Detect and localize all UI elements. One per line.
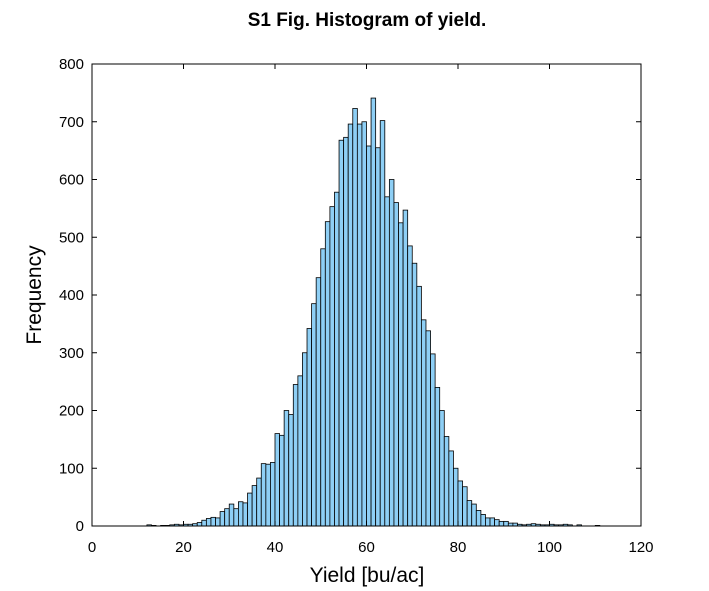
histogram-bar	[361, 121, 367, 527]
histogram-bar	[329, 206, 335, 527]
histogram-bar	[498, 520, 505, 527]
histogram-bar	[434, 386, 441, 527]
histogram-bar	[475, 510, 482, 527]
histogram-bar	[228, 503, 235, 527]
histogram-bar	[265, 463, 271, 527]
histogram-bar	[210, 516, 216, 527]
histogram-bar	[398, 222, 404, 527]
histogram-bar	[338, 139, 345, 527]
histogram-bar	[283, 410, 290, 527]
histogram-bar	[480, 514, 486, 527]
histogram-bar	[334, 191, 340, 527]
histogram-bar	[402, 209, 409, 527]
histogram-bar	[219, 511, 226, 527]
histogram-bar	[233, 508, 239, 527]
histogram-bar	[215, 517, 221, 527]
histogram-bar	[274, 433, 280, 527]
histogram-bar	[420, 319, 427, 527]
histogram-bar	[224, 508, 230, 527]
histogram-bar	[352, 108, 358, 527]
histogram-bar	[302, 352, 308, 527]
histogram-bar	[388, 179, 395, 527]
histogram-bar	[448, 450, 454, 527]
y-tick-label: 700	[59, 114, 84, 131]
histogram-bar	[416, 285, 422, 527]
y-axis-label: Frequency	[23, 245, 46, 345]
histogram-bar	[320, 248, 326, 527]
x-tick-label: 20	[175, 539, 192, 556]
x-tick-labels: 0 20 40 60 80 100 120	[88, 539, 654, 556]
histogram-bar	[356, 123, 363, 527]
histogram-bar	[315, 277, 322, 527]
x-tick-label: 40	[267, 539, 284, 556]
chart-title: S1 Fig. Histogram of yield.	[248, 10, 487, 31]
histogram-bar	[288, 414, 294, 527]
histogram-bar	[270, 462, 276, 527]
histogram-bar	[430, 353, 436, 527]
histogram-bar	[443, 436, 450, 527]
histogram-bar	[384, 196, 390, 527]
histogram-bar	[260, 463, 267, 527]
histogram-bar	[379, 120, 386, 527]
y-tick-label: 500	[59, 229, 84, 246]
y-tick-label: 600	[59, 172, 84, 189]
histogram-bar	[466, 500, 473, 527]
y-tick-label: 200	[59, 403, 84, 420]
histogram-bar	[343, 136, 349, 527]
histogram-bar	[370, 97, 377, 527]
histogram-bar	[292, 384, 299, 527]
axis-ticks	[91, 63, 642, 527]
histogram-bar	[205, 518, 212, 527]
histogram-bar	[242, 502, 248, 527]
y-tick-label: 400	[59, 287, 84, 304]
histogram-bar	[425, 330, 431, 527]
histogram-bar	[311, 303, 317, 527]
histogram-bar	[489, 517, 495, 527]
histogram-bar	[471, 503, 477, 527]
x-tick-label: 80	[450, 539, 467, 556]
histogram-bar	[453, 467, 459, 527]
histogram-bar	[366, 145, 372, 527]
histogram-bar	[411, 262, 418, 527]
histogram-bar	[297, 375, 303, 527]
histogram-bar	[306, 328, 312, 527]
x-tick-label: 60	[358, 539, 375, 556]
y-tick-label: 800	[59, 56, 84, 73]
histogram-bar	[237, 501, 244, 527]
histogram-bar	[462, 486, 468, 527]
y-tick-label: 0	[76, 518, 84, 535]
y-tick-label: 100	[59, 460, 84, 477]
histogram-bar	[196, 522, 203, 527]
histogram-bar	[439, 410, 445, 527]
x-axis-label: Yield [bu/ac]	[310, 564, 425, 587]
histogram-bar	[347, 123, 354, 527]
histogram-bar	[324, 221, 331, 527]
histogram-bar	[457, 480, 463, 527]
y-tick-labels: 0 100 200 300 400 500 600 700 800	[59, 56, 84, 535]
x-tick-label: 0	[88, 539, 96, 556]
histogram-bar	[251, 485, 258, 527]
x-tick-label: 100	[537, 539, 562, 556]
histogram-bar	[503, 520, 509, 527]
histogram-bar	[407, 245, 413, 527]
histogram-bars	[146, 97, 601, 527]
histogram-bar	[393, 202, 399, 527]
histogram-bar	[279, 434, 285, 527]
histogram-bar	[247, 492, 253, 527]
histogram-bar	[375, 147, 381, 527]
y-tick-label: 300	[59, 345, 84, 362]
histogram-bar	[494, 519, 500, 527]
histogram-bar	[256, 477, 262, 527]
histogram-bar	[485, 517, 491, 527]
histogram-bar	[201, 519, 207, 527]
x-tick-label: 120	[628, 539, 653, 556]
